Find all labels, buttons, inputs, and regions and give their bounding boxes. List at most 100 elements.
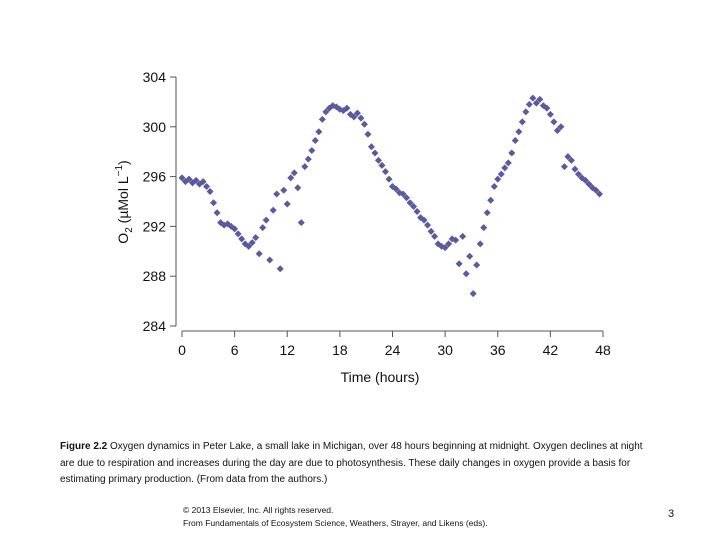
point bbox=[420, 216, 428, 224]
point bbox=[515, 128, 523, 136]
point bbox=[269, 206, 277, 214]
footer: © 2013 Elsevier, Inc. All rights reserve… bbox=[183, 504, 488, 530]
point bbox=[255, 250, 263, 258]
y-tick-label: 288 bbox=[143, 268, 167, 284]
point bbox=[273, 190, 281, 198]
point bbox=[557, 123, 565, 131]
point bbox=[508, 149, 516, 157]
point bbox=[206, 188, 214, 196]
point bbox=[459, 232, 467, 240]
point bbox=[581, 176, 589, 184]
y-axis-title: O2 (µMol L−1) bbox=[114, 160, 135, 243]
point bbox=[473, 261, 481, 269]
point bbox=[290, 169, 298, 177]
x-tick-label: 0 bbox=[178, 342, 186, 358]
point bbox=[259, 224, 267, 232]
point bbox=[343, 104, 351, 112]
caption-text: Oxygen dynamics in Peter Lake, a small l… bbox=[60, 441, 643, 485]
point bbox=[248, 239, 256, 247]
point bbox=[501, 164, 509, 172]
x-tick-label: 30 bbox=[437, 342, 453, 358]
chart: Time (hours) O2 (µMol L−1) 284 288 292 296 3… bbox=[114, 69, 611, 385]
point bbox=[546, 110, 554, 118]
x-tick-label: 36 bbox=[490, 342, 506, 358]
caption: Figure 2.2 Oxygen dynamics in Peter Lake… bbox=[60, 439, 650, 489]
point bbox=[536, 95, 544, 103]
point bbox=[287, 174, 295, 182]
point bbox=[371, 149, 379, 157]
point bbox=[427, 227, 435, 235]
point bbox=[480, 224, 488, 232]
point bbox=[483, 209, 491, 217]
point bbox=[381, 168, 389, 176]
point bbox=[441, 244, 449, 252]
point bbox=[353, 109, 361, 117]
y-axis-title-part: (µMol L bbox=[115, 176, 131, 227]
point bbox=[592, 186, 600, 194]
point bbox=[466, 252, 474, 260]
point bbox=[385, 175, 393, 183]
point bbox=[252, 234, 260, 242]
point bbox=[571, 165, 579, 173]
y-tick-label: 292 bbox=[143, 218, 167, 234]
point bbox=[178, 174, 186, 182]
y-axis-title-part: −1 bbox=[114, 165, 125, 177]
point bbox=[490, 183, 498, 191]
point bbox=[511, 136, 519, 144]
point bbox=[192, 176, 200, 184]
point bbox=[585, 180, 593, 188]
point bbox=[529, 94, 537, 102]
point bbox=[374, 156, 382, 164]
point bbox=[199, 178, 207, 186]
x-tick-label: 12 bbox=[279, 342, 295, 358]
point bbox=[280, 186, 288, 194]
point bbox=[462, 270, 470, 278]
point bbox=[304, 155, 312, 163]
source: From Fundamentals of Ecosystem Science, … bbox=[183, 518, 488, 528]
point bbox=[455, 260, 463, 268]
point bbox=[294, 184, 302, 192]
point bbox=[406, 199, 414, 207]
point bbox=[245, 242, 253, 250]
point bbox=[213, 209, 221, 217]
point bbox=[399, 190, 407, 198]
point bbox=[424, 221, 432, 229]
point bbox=[185, 175, 193, 183]
point bbox=[553, 127, 561, 135]
point bbox=[504, 159, 512, 167]
x-tick-label: 48 bbox=[595, 342, 611, 358]
point bbox=[301, 163, 309, 171]
y-axis-title-part: 2 bbox=[124, 227, 135, 233]
caption-label: Figure 2.2 bbox=[60, 441, 108, 452]
point bbox=[487, 196, 495, 204]
y-tick-label: 296 bbox=[143, 169, 167, 185]
point bbox=[276, 265, 284, 273]
y-tick-label: 304 bbox=[143, 69, 167, 85]
point bbox=[403, 194, 411, 202]
point bbox=[308, 146, 316, 154]
y-tick-label: 284 bbox=[143, 318, 167, 334]
point bbox=[567, 156, 575, 164]
point bbox=[574, 170, 582, 178]
point bbox=[234, 230, 242, 238]
point bbox=[283, 200, 291, 208]
point bbox=[494, 175, 502, 183]
point bbox=[357, 114, 365, 122]
point bbox=[311, 136, 319, 144]
point bbox=[543, 104, 551, 112]
point bbox=[238, 235, 246, 243]
point bbox=[525, 100, 533, 108]
point bbox=[378, 161, 386, 169]
x-tick-label: 42 bbox=[543, 342, 559, 358]
point bbox=[322, 108, 330, 116]
y-axis-title-part: ) bbox=[115, 160, 131, 165]
point bbox=[469, 290, 477, 298]
point bbox=[266, 256, 274, 264]
point bbox=[318, 115, 326, 123]
point bbox=[518, 118, 526, 126]
point bbox=[297, 219, 305, 227]
point bbox=[410, 202, 418, 210]
point bbox=[262, 216, 270, 224]
copyright: © 2013 Elsevier, Inc. All rights reserve… bbox=[183, 505, 334, 515]
point bbox=[550, 118, 558, 126]
